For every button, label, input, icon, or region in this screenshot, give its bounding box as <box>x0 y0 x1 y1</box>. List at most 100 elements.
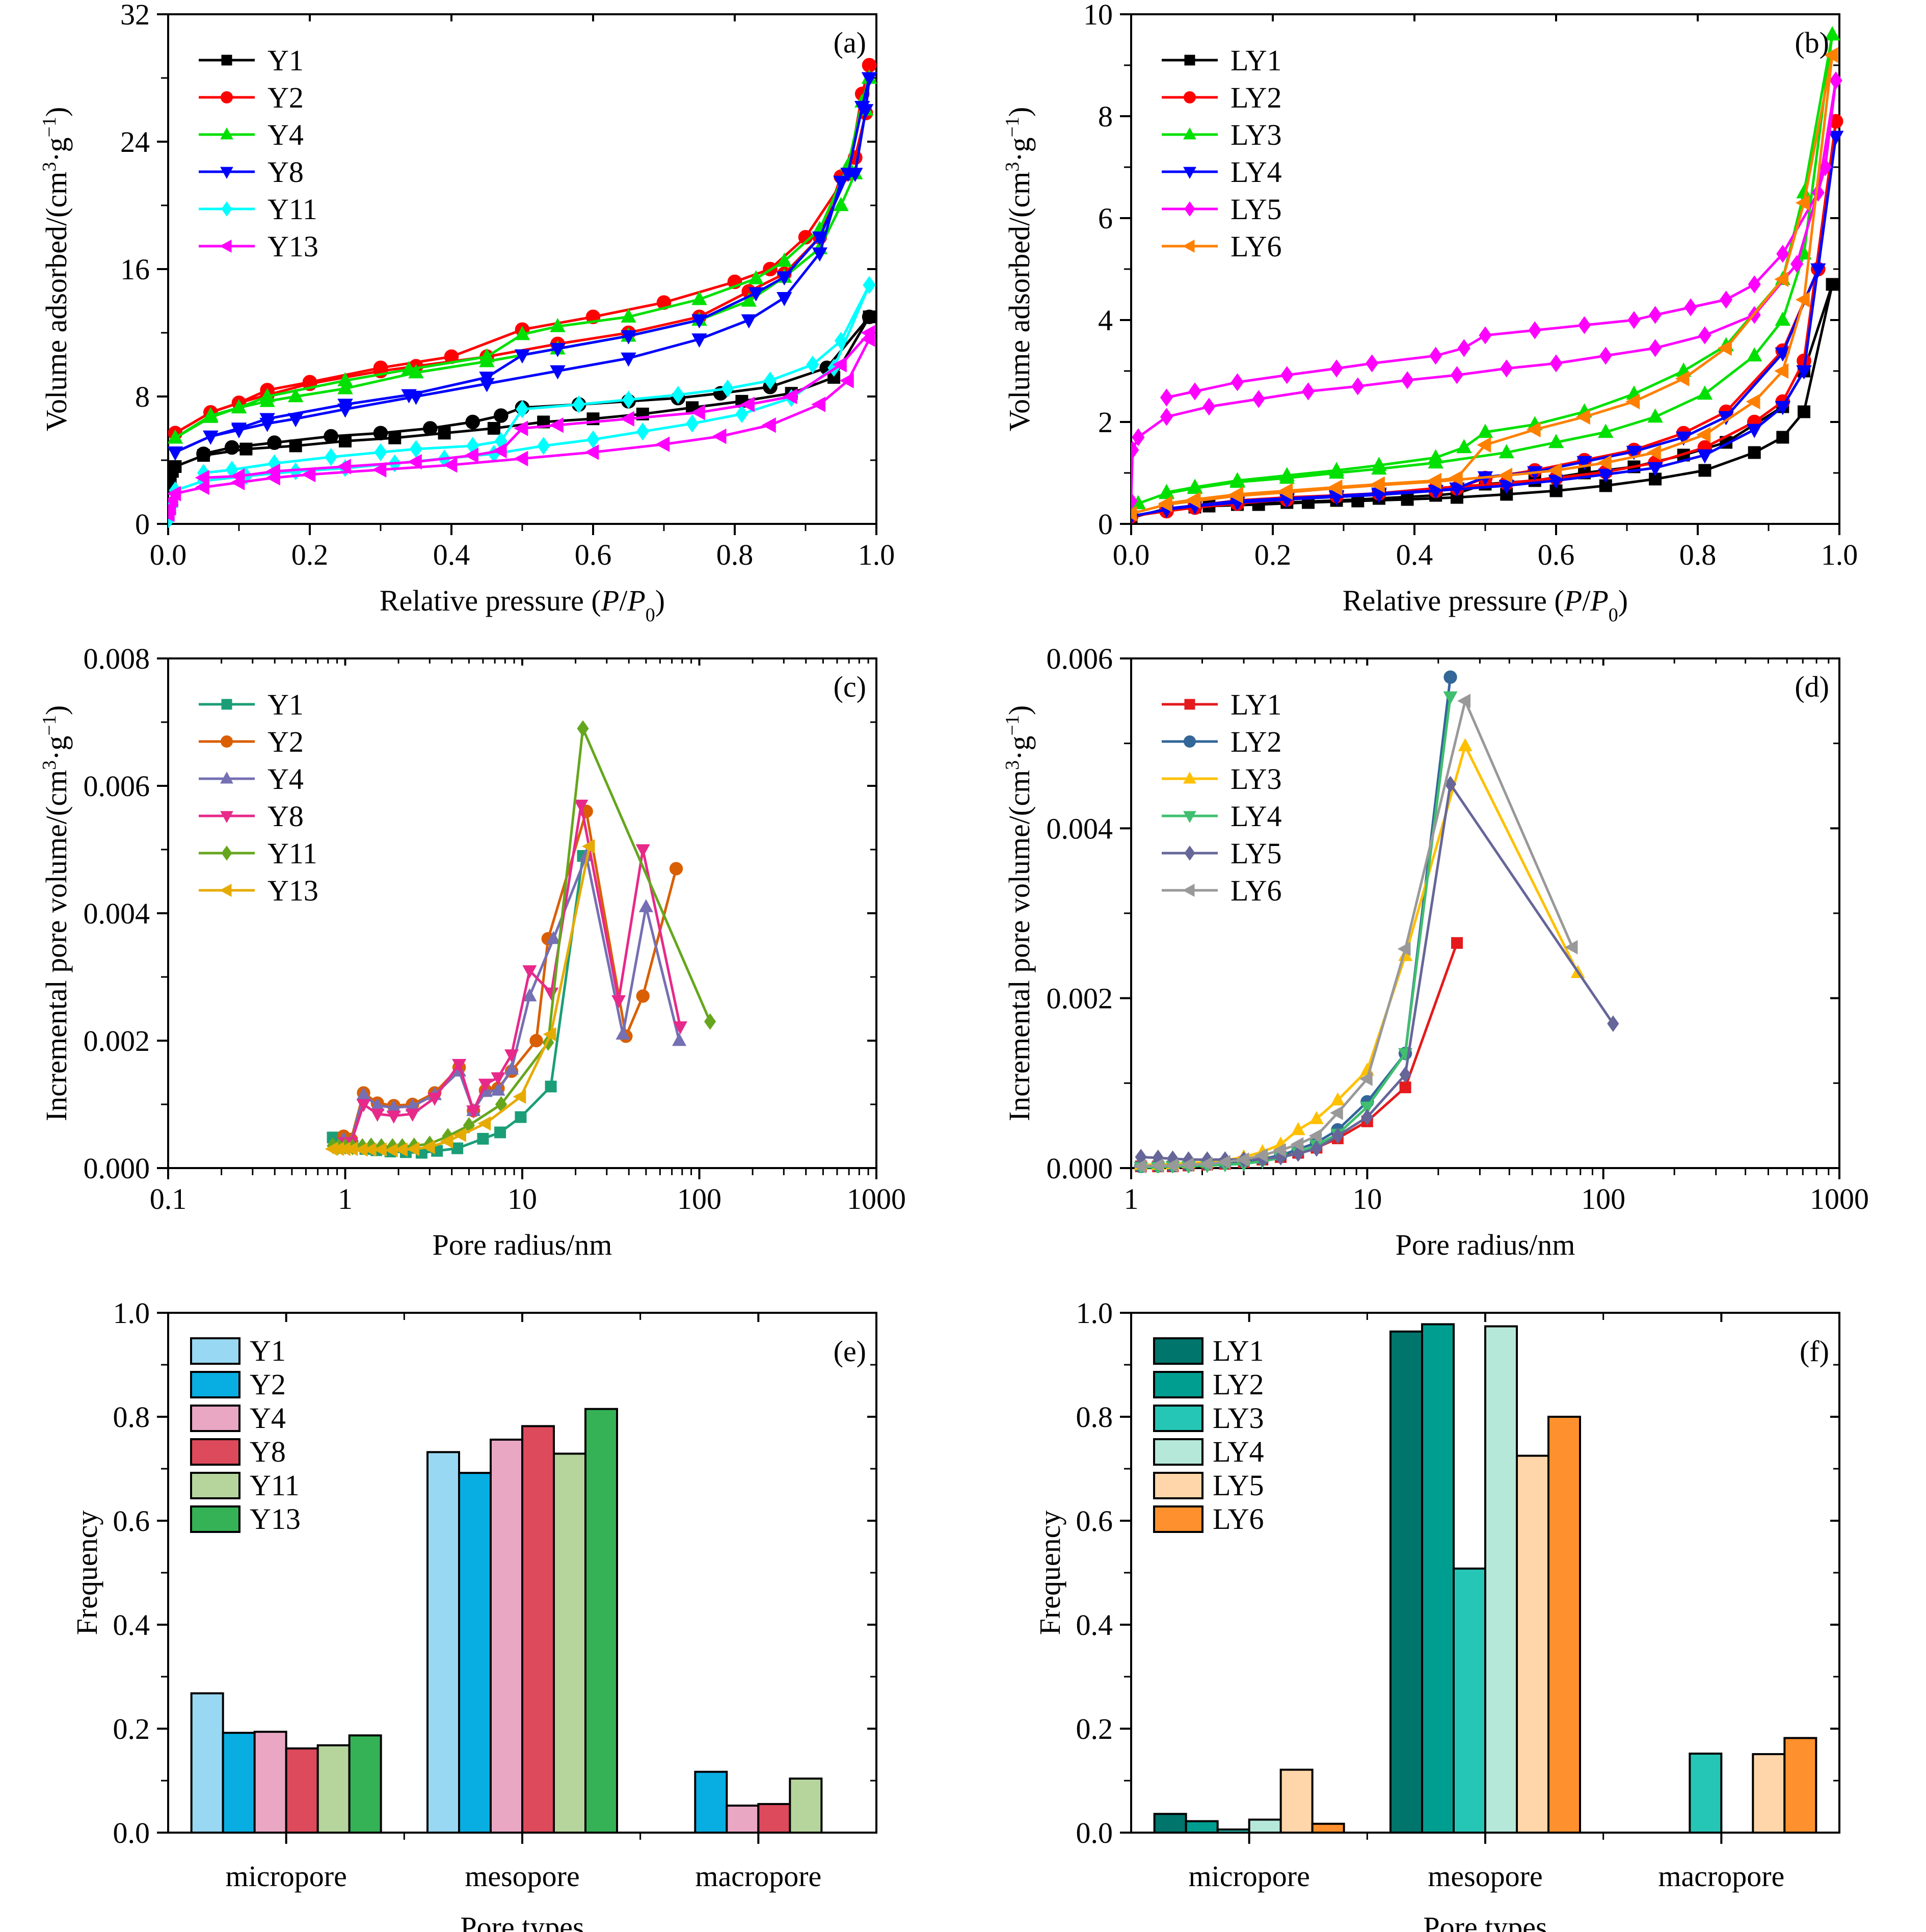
point-ly3-desorption <box>1477 424 1493 438</box>
point-ly6-adsorption <box>1646 444 1661 461</box>
y-tick-label: 0.2 <box>113 1712 150 1745</box>
bar-y4-micropore <box>253 1731 287 1834</box>
point-ly5-data <box>1331 1127 1344 1144</box>
legend-swatch <box>1153 1337 1203 1365</box>
point-ly5-desorption <box>1330 359 1343 378</box>
point-y2-data <box>636 989 650 1003</box>
category-label: macropore <box>695 1860 821 1893</box>
point-ly6-adsorption <box>1597 455 1612 471</box>
panel-e-pore-type-frequency-y: 0.0 0.2 0.4 0.6 0.8 1.0 micropore mesopore macro… <box>0 1288 963 1932</box>
legend-swatch <box>1153 1371 1203 1398</box>
series-ly2 <box>1134 670 1457 1173</box>
legend-marker <box>220 167 233 179</box>
legend-label: Y2 <box>268 81 304 114</box>
y-axis-label: Frequency <box>70 1511 103 1635</box>
y-label-main: Volume adsorbed/(cm <box>40 172 73 432</box>
point-y8-desorption <box>479 372 495 386</box>
series-y8 <box>336 800 688 1151</box>
x-tick-label: 0.8 <box>1679 538 1717 571</box>
point-ly3-desorption <box>1229 472 1245 487</box>
x-tick-label: 10 <box>1352 1182 1382 1215</box>
x-tick-label: 1.0 <box>858 538 895 571</box>
point-ly6-desorption <box>1228 486 1243 502</box>
point-y8-data <box>405 1108 420 1122</box>
point-y11-desorption <box>834 331 848 350</box>
legend-label: Y11 <box>268 193 317 226</box>
legend-marker <box>1184 91 1196 103</box>
point-ly5-data <box>1361 1108 1373 1126</box>
y-label-sup: −1 <box>1002 715 1023 735</box>
point-ly6-desorption <box>1575 409 1590 425</box>
panel-label: (b) <box>1795 26 1829 59</box>
point-ly6-data <box>1165 1158 1178 1173</box>
legend-swatch <box>190 1337 240 1365</box>
point-y1-desorption <box>324 429 339 444</box>
point-ly1-desorption <box>1826 278 1839 291</box>
point-y8-desorption <box>550 342 566 357</box>
x-label-p0: P <box>1590 584 1608 617</box>
x-label-main: Relative pressure ( <box>1343 584 1564 617</box>
point-y13-data <box>394 1142 408 1157</box>
point-y8-adsorption <box>777 292 792 306</box>
point-ly6-desorption <box>1717 340 1732 356</box>
point-y8-data <box>452 1058 467 1072</box>
y-tick-label: 1.0 <box>1076 1296 1113 1330</box>
point-y4-adsorption <box>337 380 353 394</box>
point-ly4-desorption <box>1626 445 1642 460</box>
bar-y2-macropore <box>694 1770 728 1834</box>
legend-swatch <box>1153 1438 1203 1466</box>
point-y13-adsorption <box>761 417 776 433</box>
x-axis-label: Relative pressure (P/P0) <box>380 584 665 626</box>
legend-marker <box>1183 167 1196 179</box>
legend-marker <box>1184 699 1195 710</box>
point-ly4-desorption <box>1576 456 1592 470</box>
chart-c-svg: 0.1 1 10 100 1000 0.000 0.002 0.004 0.006 0.008 Y1… <box>39 644 906 1261</box>
point-y11-adsorption <box>685 414 699 433</box>
x-tick-label: 0.1 <box>150 1182 187 1215</box>
series-y13 <box>168 325 875 522</box>
point-y1-desorption <box>423 421 438 436</box>
point-ly3-adsorption <box>1499 444 1514 459</box>
x-tick-label: 100 <box>1581 1182 1625 1215</box>
legend-label: LY5 <box>1213 1469 1264 1502</box>
point-y4-data <box>522 988 537 1001</box>
point-y1-data <box>545 1080 557 1093</box>
ticks: 0.0 0.2 0.4 0.6 0.8 1.0 micropore mesopore macro… <box>113 1296 876 1893</box>
legend-label: Y8 <box>250 1435 286 1468</box>
bar-y11-mesopore <box>553 1452 586 1834</box>
point-ly5-desorption <box>1365 354 1379 373</box>
point-ly6-data <box>1273 1143 1286 1158</box>
point-ly3-desorption <box>1824 26 1840 41</box>
point-ly3-adsorption <box>1548 434 1564 448</box>
x-label-sub: 0 <box>646 604 655 626</box>
point-y13-desorption <box>407 454 422 470</box>
legend-label: LY2 <box>1213 1368 1264 1401</box>
point-y1-desorption <box>465 414 480 430</box>
x-tick-label: 0.8 <box>716 538 754 571</box>
y-label-sup: 3 <box>39 760 60 770</box>
point-ly1-adsorption <box>1748 446 1761 459</box>
axes-a: 0.0 0.2 0.4 0.6 0.8 1.0 0 8 16 24 32 Y1 Y2 Y4 Y8 Y11 Y13… <box>120 0 895 571</box>
point-y8-desorption <box>203 430 219 445</box>
point-ly3-desorption <box>1159 484 1174 498</box>
bar-ly5-micropore <box>1279 1768 1314 1834</box>
legend: LY1 LY2 LY3 LY4 LY5 LY6 <box>1162 44 1282 263</box>
y-label-mid: ·g <box>1003 137 1036 162</box>
x-tick-label: 100 <box>677 1182 721 1215</box>
point-ly3-data <box>1330 1092 1345 1106</box>
legend-label: LY6 <box>1213 1502 1264 1536</box>
point-y8-adsorption <box>812 247 828 262</box>
point-ly3-desorption <box>1428 449 1443 464</box>
point-ly6-desorption <box>1774 271 1789 287</box>
x-tick-label: 0.6 <box>575 538 612 571</box>
point-ly5-data <box>1399 1066 1411 1083</box>
point-ly6-data <box>1236 1152 1249 1167</box>
x-tick-label: 0.2 <box>291 538 329 571</box>
point-y8-desorption <box>168 446 183 461</box>
y-tick-label: 0.000 <box>1047 1152 1113 1185</box>
panel-label: (e) <box>834 1335 866 1368</box>
panel-d-pore-distribution-ly: 1 10 100 1000 0.000 0.002 0.004 0.006 LY1 LY2 LY3 L… <box>963 644 1926 1288</box>
point-y8-desorption <box>861 72 877 87</box>
legend-marker <box>219 884 232 897</box>
point-y8-desorption <box>259 413 275 428</box>
